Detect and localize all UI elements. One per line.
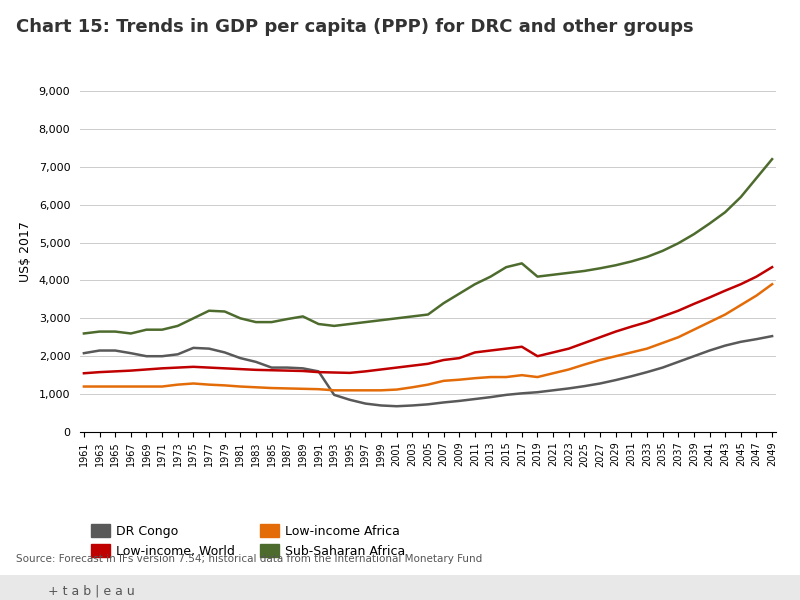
Legend: DR Congo, Low-income, World, Low-income Africa, Sub-Saharan Africa: DR Congo, Low-income, World, Low-income … [86, 519, 410, 563]
Text: Chart 15: Trends in GDP per capita (PPP) for DRC and other groups: Chart 15: Trends in GDP per capita (PPP)… [16, 18, 694, 36]
Text: + t a b | e a u: + t a b | e a u [48, 584, 134, 598]
Y-axis label: US$ 2017: US$ 2017 [18, 221, 32, 283]
Text: Source: Forecast in IFs version 7.54; historical data from the International Mon: Source: Forecast in IFs version 7.54; hi… [16, 554, 482, 564]
